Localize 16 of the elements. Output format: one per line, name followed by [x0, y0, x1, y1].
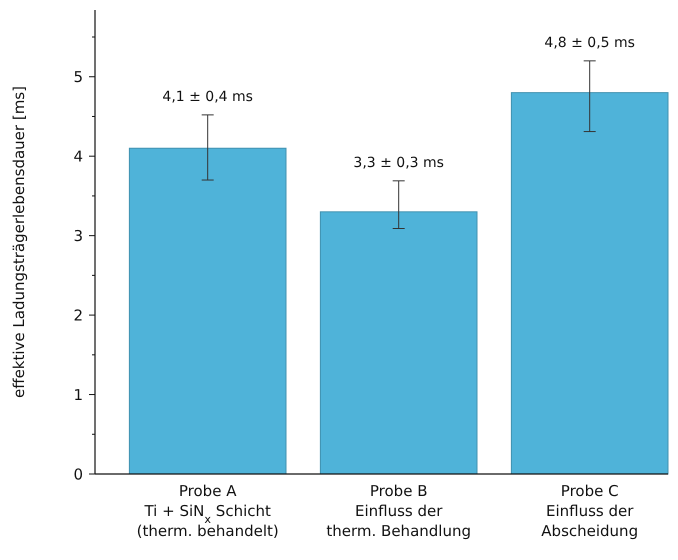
bar — [510, 92, 668, 474]
bar — [320, 211, 478, 474]
y-tick-label: 3 — [73, 226, 83, 245]
bar — [128, 148, 286, 474]
y-tick-label: 1 — [73, 386, 83, 404]
x-tick-label: Probe B Einfluss der therm. Behandlung — [326, 482, 472, 540]
x-tick-label: Probe A Ti + SiN$_{x}$ Schicht (therm. behandelt) — [136, 482, 279, 540]
y-tick-label: 2 — [73, 306, 83, 324]
y-tick-label: 5 — [73, 68, 83, 86]
data-label: 4,1 ± 0,4 ms — [162, 88, 253, 105]
y-tick-label: 0 — [73, 465, 83, 484]
y-tick-label: 4 — [73, 147, 83, 166]
y-axis-title: effektive Ladungsträgerlebensdauer [ms] — [10, 86, 28, 398]
data-label: 3,3 ± 0,3 ms — [353, 154, 444, 171]
data-label: 4,8 ± 0,5 ms — [544, 34, 635, 51]
x-tick-label: Probe C Einfluss der Abscheidung — [541, 482, 638, 540]
